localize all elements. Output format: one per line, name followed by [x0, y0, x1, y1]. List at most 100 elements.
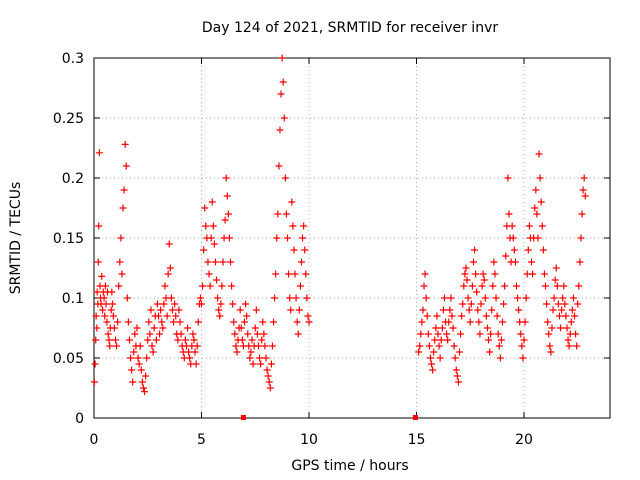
data-point	[429, 366, 437, 374]
data-point	[271, 294, 279, 302]
data-point	[533, 210, 541, 218]
data-point	[564, 336, 572, 344]
data-point	[554, 300, 562, 308]
data-point	[494, 330, 502, 338]
data-point	[146, 330, 154, 338]
data-point	[259, 318, 267, 326]
data-point	[278, 54, 286, 62]
data-point	[236, 306, 244, 314]
data-point	[137, 366, 145, 374]
data-point	[160, 300, 168, 308]
data-point	[164, 270, 172, 278]
y-tick-label: 0.3	[62, 51, 84, 67]
data-point	[99, 306, 107, 314]
data-point	[109, 312, 117, 320]
data-point	[190, 336, 198, 344]
data-point	[211, 258, 219, 266]
data-point	[550, 294, 558, 302]
data-point	[265, 378, 273, 386]
data-point	[120, 186, 128, 194]
data-point	[142, 372, 150, 380]
data-point	[254, 342, 262, 350]
data-point	[456, 348, 463, 356]
data-point	[468, 282, 476, 290]
data-point	[469, 258, 477, 266]
data-point	[104, 330, 112, 338]
data-point	[276, 126, 284, 134]
data-point	[272, 270, 280, 278]
data-point	[243, 312, 251, 320]
data-point	[198, 300, 205, 308]
data-point	[422, 294, 430, 302]
data-point	[93, 324, 101, 332]
data-point	[461, 270, 469, 278]
data-point	[538, 222, 546, 230]
data-point	[189, 330, 197, 338]
data-point	[508, 222, 516, 230]
data-point	[268, 342, 276, 350]
zero-marker	[412, 415, 418, 420]
data-point	[100, 294, 108, 302]
data-point	[293, 318, 301, 326]
data-point	[300, 222, 308, 230]
data-point	[191, 348, 199, 356]
data-point	[490, 258, 498, 266]
data-point	[200, 246, 208, 254]
data-point	[297, 258, 305, 266]
data-point	[295, 306, 303, 314]
data-point	[289, 222, 297, 230]
data-point	[285, 270, 293, 278]
data-point	[478, 282, 486, 290]
data-point	[553, 282, 561, 290]
data-point	[202, 222, 210, 230]
data-point	[284, 234, 291, 242]
data-point	[292, 294, 300, 302]
data-point	[252, 306, 260, 314]
data-point	[483, 324, 491, 332]
data-point	[559, 294, 567, 302]
x-tick-label: 5	[197, 432, 206, 448]
data-point	[131, 330, 139, 338]
data-point	[257, 360, 265, 368]
data-point	[159, 324, 167, 332]
data-point	[155, 312, 162, 320]
data-point	[466, 318, 474, 326]
data-point	[479, 270, 487, 278]
data-point	[110, 324, 118, 332]
data-point	[574, 300, 582, 308]
data-point	[425, 342, 433, 350]
data-point	[515, 306, 523, 314]
data-point	[119, 204, 127, 212]
data-point	[415, 348, 423, 356]
data-point	[171, 300, 179, 308]
data-point	[102, 300, 110, 308]
data-point	[174, 336, 182, 344]
data-point	[426, 354, 434, 362]
data-point	[486, 348, 494, 356]
data-point	[458, 312, 466, 320]
data-point	[233, 348, 241, 356]
data-point	[112, 336, 119, 344]
data-point	[91, 360, 99, 368]
data-point	[263, 366, 271, 374]
data-point	[201, 204, 209, 212]
data-point	[93, 288, 101, 296]
data-point	[303, 294, 311, 302]
data-point	[238, 336, 246, 344]
data-points	[90, 54, 589, 396]
data-point	[495, 342, 503, 350]
data-point	[291, 270, 299, 278]
data-point	[567, 318, 575, 326]
data-point	[218, 282, 226, 290]
data-point	[244, 330, 252, 338]
data-point	[228, 282, 236, 290]
y-tick-label: 0.05	[53, 351, 84, 367]
data-point	[229, 300, 237, 308]
data-point	[117, 234, 125, 242]
data-point	[510, 246, 518, 254]
data-point	[206, 282, 214, 290]
data-point	[420, 282, 428, 290]
data-point	[115, 282, 123, 290]
data-point	[184, 324, 192, 332]
data-point	[227, 258, 235, 266]
